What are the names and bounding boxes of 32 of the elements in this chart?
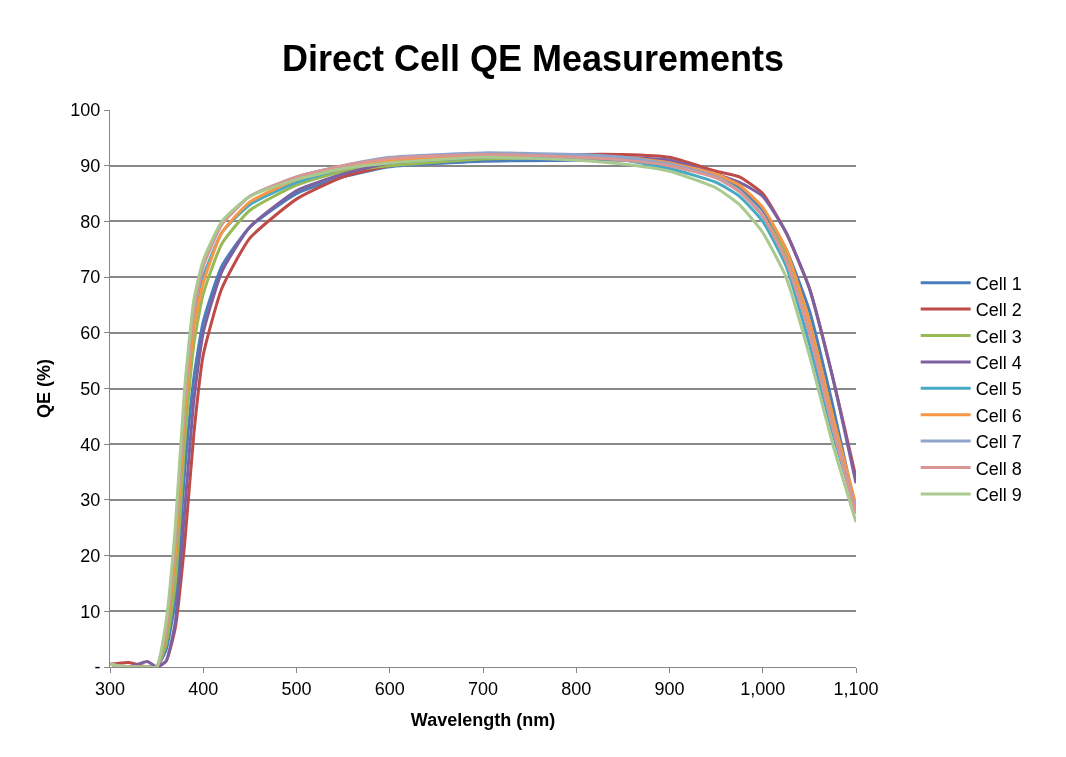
y-tick-label: 50	[80, 378, 101, 399]
y-tick-label: 100	[70, 100, 101, 121]
legend-label: Cell 9	[975, 484, 1022, 505]
x-tick-label: 700	[467, 678, 499, 699]
x-tick-label: 800	[561, 678, 592, 699]
legend-label: Cell 5	[975, 379, 1022, 400]
legend-label: Cell 1	[975, 273, 1022, 294]
legend-label: Cell 2	[975, 300, 1022, 321]
x-tick-label: 1,100	[833, 678, 879, 699]
x-tick-label: 300	[94, 678, 126, 699]
x-tick-label: 600	[374, 678, 405, 699]
x-tick-label: 400	[188, 678, 219, 699]
y-tick-label: 40	[80, 434, 101, 455]
x-axis-title: Wavelength (nm)	[410, 709, 556, 730]
y-tick-label: 10	[80, 601, 101, 622]
y-tick-label: 30	[80, 490, 101, 511]
legend-label: Cell 6	[975, 405, 1022, 426]
y-tick-label: 80	[80, 211, 101, 232]
y-tick-label: 90	[80, 156, 101, 176]
y-tick-label: 20	[80, 545, 101, 566]
x-tick-label: 900	[654, 678, 685, 699]
legend-label: Cell 7	[975, 432, 1022, 453]
x-tick-label: 1,000	[740, 678, 786, 699]
legend-label: Cell 4	[975, 352, 1022, 373]
legend-label: Cell 3	[975, 326, 1022, 347]
y-tick-label: 70	[80, 267, 101, 288]
x-tick-label: 500	[281, 678, 312, 699]
y-tick-label: -	[94, 657, 101, 678]
y-tick-label: 60	[80, 323, 101, 344]
legend-label: Cell 8	[975, 458, 1022, 479]
y-axis-title: QE (%)	[33, 358, 54, 419]
chart-title: Direct Cell QE Measurements	[281, 37, 785, 79]
